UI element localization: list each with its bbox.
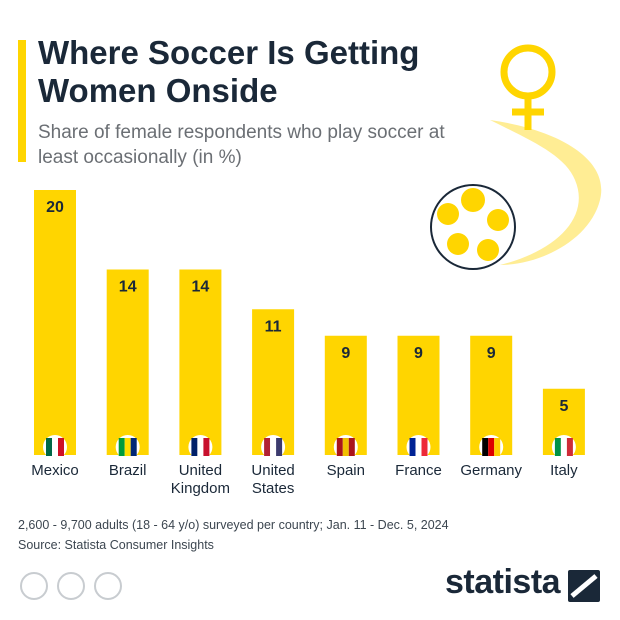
value-label: 20 [46, 199, 64, 216]
flag [118, 438, 125, 456]
bar [106, 269, 149, 455]
x-tick-label: United Kingdom [170, 462, 230, 497]
value-label: 9 [487, 345, 496, 362]
x-tick-label: Brazil [108, 462, 147, 479]
flag [336, 438, 343, 456]
value-label: 5 [559, 398, 568, 415]
flag [270, 438, 277, 456]
flag [52, 438, 58, 456]
flag [276, 438, 283, 456]
flag [197, 438, 204, 456]
flag [494, 438, 501, 456]
title-accent [18, 40, 26, 162]
flag [342, 438, 349, 456]
flag [409, 438, 416, 456]
bar [34, 190, 76, 455]
bar [252, 309, 295, 455]
flag [415, 438, 422, 456]
license-icons [20, 572, 122, 600]
value-label: 14 [192, 279, 210, 296]
logo-mark [568, 570, 600, 602]
flag [348, 438, 355, 456]
value-label: 9 [414, 345, 423, 362]
flag [124, 438, 131, 456]
bar [179, 269, 222, 455]
soccer-ball [430, 184, 516, 270]
flag [566, 438, 573, 456]
source: Source: Statista Consumer Insights [18, 538, 214, 552]
flag [482, 438, 489, 456]
chart-title: Where Soccer Is Getting Women Onside [38, 34, 420, 109]
flag [203, 438, 210, 456]
flag [560, 438, 567, 456]
x-tick-label: Mexico [31, 462, 79, 479]
flag [191, 438, 198, 456]
flag [58, 438, 64, 456]
value-label: 9 [341, 345, 350, 362]
value-label: 14 [119, 279, 137, 296]
flag [46, 438, 52, 456]
female-symbol [500, 44, 556, 130]
flag [421, 438, 428, 456]
logo: statista [445, 563, 561, 601]
flag [554, 438, 561, 456]
flag [264, 438, 271, 456]
x-tick-label: Germany [460, 462, 523, 479]
flag [488, 438, 495, 456]
x-tick-label: Spain [326, 462, 365, 479]
x-tick-label: United States [251, 462, 295, 497]
swoosh [490, 120, 602, 265]
x-tick-label: Italy [550, 462, 578, 479]
chart-subtitle: Share of female respondents who play soc… [38, 122, 445, 168]
value-label: 11 [265, 318, 282, 335]
footnote: 2,600 - 9,700 adults (18 - 64 y/o) surve… [18, 518, 449, 532]
x-tick-label: France [395, 462, 442, 479]
flag [130, 438, 137, 456]
